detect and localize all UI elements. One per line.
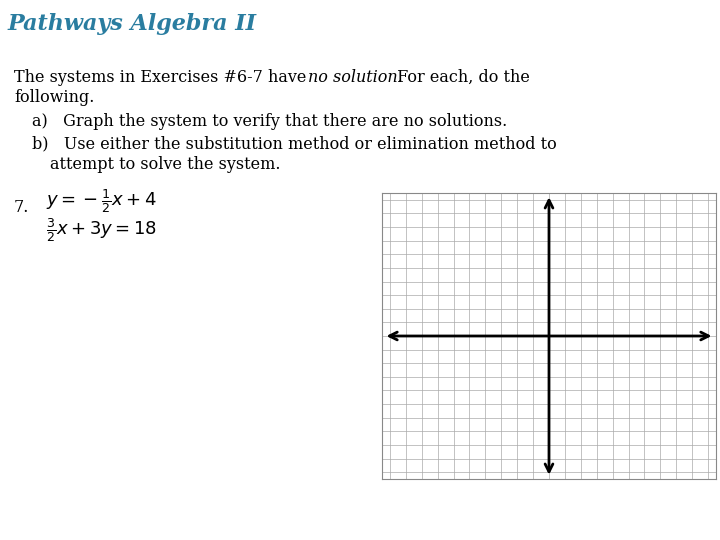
Text: For each, do the: For each, do the [392, 69, 530, 86]
Text: © 2017 CARLSON & O'BRYAN: © 2017 CARLSON & O'BRYAN [210, 511, 395, 524]
Text: Inv 1.9: Inv 1.9 [552, 511, 600, 524]
Text: 106: 106 [657, 511, 683, 524]
Text: 7.: 7. [14, 199, 30, 216]
Text: following.: following. [14, 89, 94, 106]
Text: $y = -\frac{1}{2}x + 4$: $y = -\frac{1}{2}x + 4$ [46, 187, 157, 214]
Text: no solution.: no solution. [308, 69, 402, 86]
Text: The systems in Exercises #6-7 have: The systems in Exercises #6-7 have [14, 69, 312, 86]
Text: a)   Graph the system to verify that there are no solutions.: a) Graph the system to verify that there… [32, 113, 508, 130]
Text: attempt to solve the system.: attempt to solve the system. [50, 156, 281, 173]
Text: Pathways Algebra II: Pathways Algebra II [7, 14, 256, 35]
Text: b)   Use either the substitution method or elimination method to: b) Use either the substitution method or… [32, 136, 557, 153]
Text: $\frac{3}{2}x + 3y = 18$: $\frac{3}{2}x + 3y = 18$ [46, 216, 157, 244]
